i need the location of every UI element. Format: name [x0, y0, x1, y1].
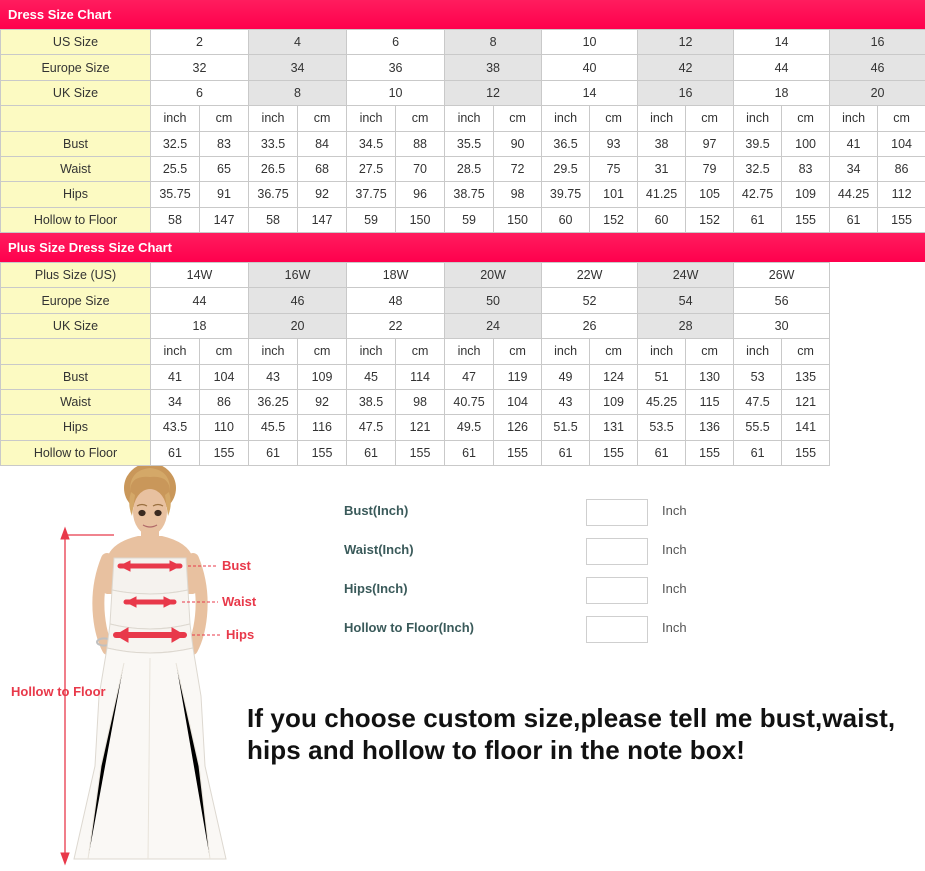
- svg-text:Hollow to Floor: Hollow to Floor: [11, 684, 106, 699]
- svg-text:Hips: Hips: [226, 627, 254, 642]
- svg-text:Waist: Waist: [222, 594, 257, 609]
- svg-text:Bust: Bust: [222, 558, 252, 573]
